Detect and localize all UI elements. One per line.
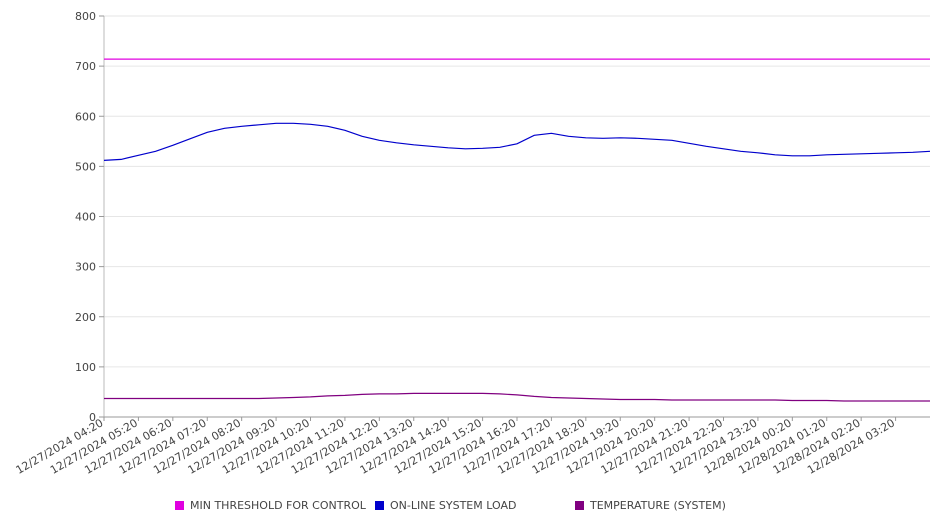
gridlines xyxy=(104,15,930,368)
y-axis-ticks: 0 100 200 300 400 500 600 700 800 xyxy=(75,10,104,424)
legend-item[interactable]: TEMPERATURE (SYSTEM) xyxy=(575,499,726,512)
y-tick-label: 800 xyxy=(75,10,96,23)
series-lines xyxy=(103,58,931,402)
series-line xyxy=(103,122,931,161)
y-tick-label: 700 xyxy=(75,60,96,73)
legend-swatch xyxy=(575,501,584,510)
series-line xyxy=(104,392,930,402)
legend-swatch xyxy=(175,501,184,510)
y-tick-label: 0 xyxy=(89,411,96,424)
y-tick-label: 100 xyxy=(75,361,96,374)
legend-label: MIN THRESHOLD FOR CONTROL xyxy=(190,499,366,512)
legend: MIN THRESHOLD FOR CONTROL ON-LINE SYSTEM… xyxy=(0,499,946,513)
y-tick-label: 500 xyxy=(75,160,96,173)
legend-label: ON-LINE SYSTEM LOAD xyxy=(390,499,517,512)
y-tick-label: 600 xyxy=(75,110,96,123)
y-tick-label: 200 xyxy=(75,311,96,324)
y-tick-label: 400 xyxy=(75,211,96,224)
legend-item[interactable]: MIN THRESHOLD FOR CONTROL xyxy=(175,499,366,512)
y-tick-label: 300 xyxy=(75,261,96,274)
legend-item[interactable]: ON-LINE SYSTEM LOAD xyxy=(375,499,516,512)
legend-swatch xyxy=(375,501,384,510)
legend-label: TEMPERATURE (SYSTEM) xyxy=(590,499,726,512)
